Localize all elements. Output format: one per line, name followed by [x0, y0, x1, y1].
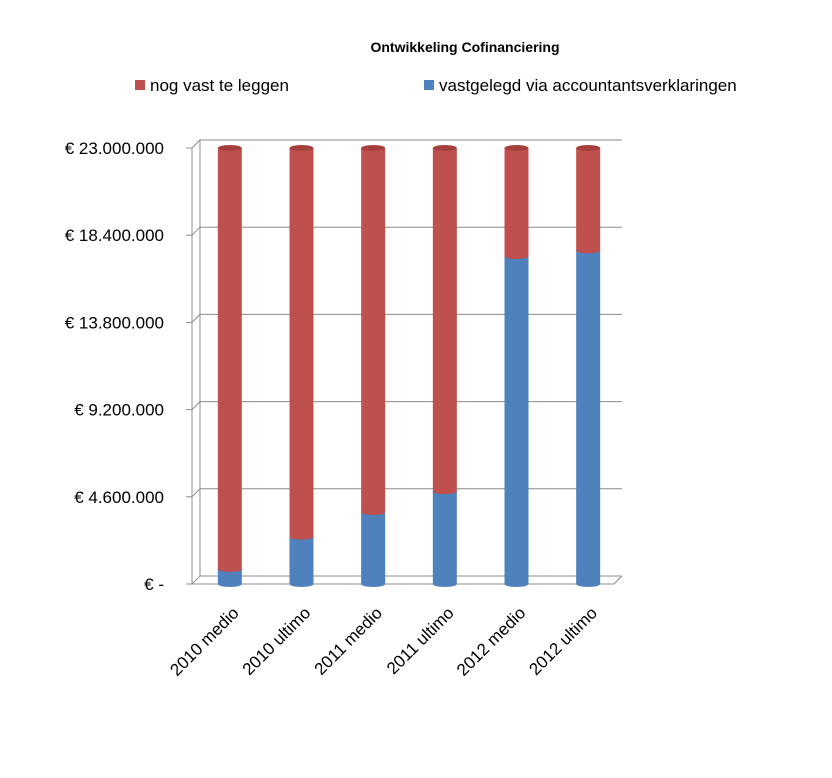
- bar-nog-vast-te-leggen: [218, 145, 242, 572]
- x-tick-label: 2012 ultimo: [525, 603, 601, 679]
- y-tick-label: € 4.600.000: [74, 488, 164, 507]
- bars: [218, 145, 600, 587]
- legend-swatch-vastgelegd: [424, 80, 434, 90]
- x-tick-label: 2010 ultimo: [239, 603, 315, 679]
- legend-swatch-nog-vast-te-leggen: [135, 80, 145, 90]
- y-axis-ticks: € - € 4.600.000 € 9.200.000 € 13.800.000 € 1…: [65, 139, 164, 594]
- y-tick-label: € 13.800.000: [65, 313, 164, 332]
- bar-vastgelegd: [576, 247, 600, 587]
- chart-title: Ontwikkeling Cofinanciering: [370, 39, 559, 55]
- x-tick-label: 2011 medio: [311, 603, 386, 678]
- bar-nog-vast-te-leggen: [290, 145, 314, 540]
- bar-vastgelegd: [361, 509, 385, 587]
- y-tick-label: € 23.000.000: [65, 139, 164, 158]
- gridline: [192, 140, 622, 148]
- gridline: [192, 314, 622, 322]
- legend-label-nog-vast-te-leggen: nog vast te leggen: [150, 76, 289, 95]
- bar-vastgelegd: [433, 488, 457, 587]
- gridline: [192, 576, 622, 584]
- bar-nog-vast-te-leggen: [505, 145, 529, 259]
- bar-vastgelegd: [290, 534, 314, 587]
- legend: nog vast te leggen vastgelegd via accoun…: [135, 76, 737, 95]
- y-tick-label: € 18.400.000: [65, 226, 164, 245]
- legend-label-vastgelegd: vastgelegd via accountantsverklaringen: [439, 76, 737, 95]
- x-axis-line: [192, 576, 622, 584]
- gridline: [192, 402, 622, 410]
- x-tick-label: 2010 medio: [166, 603, 242, 679]
- gridlines: [192, 140, 622, 584]
- bar-nog-vast-te-leggen: [433, 145, 457, 494]
- y-tick-label: € -: [144, 575, 164, 594]
- bar-nog-vast-te-leggen: [361, 145, 385, 515]
- bar-vastgelegd: [505, 253, 529, 587]
- gridline: [192, 227, 622, 235]
- gridline: [192, 489, 622, 497]
- axes: [186, 140, 622, 584]
- y-tick-label: € 9.200.000: [74, 401, 164, 420]
- x-tick-label: 2012 medio: [453, 603, 529, 679]
- x-tick-label: 2011 ultimo: [383, 603, 458, 678]
- bar-nog-vast-te-leggen: [576, 145, 600, 253]
